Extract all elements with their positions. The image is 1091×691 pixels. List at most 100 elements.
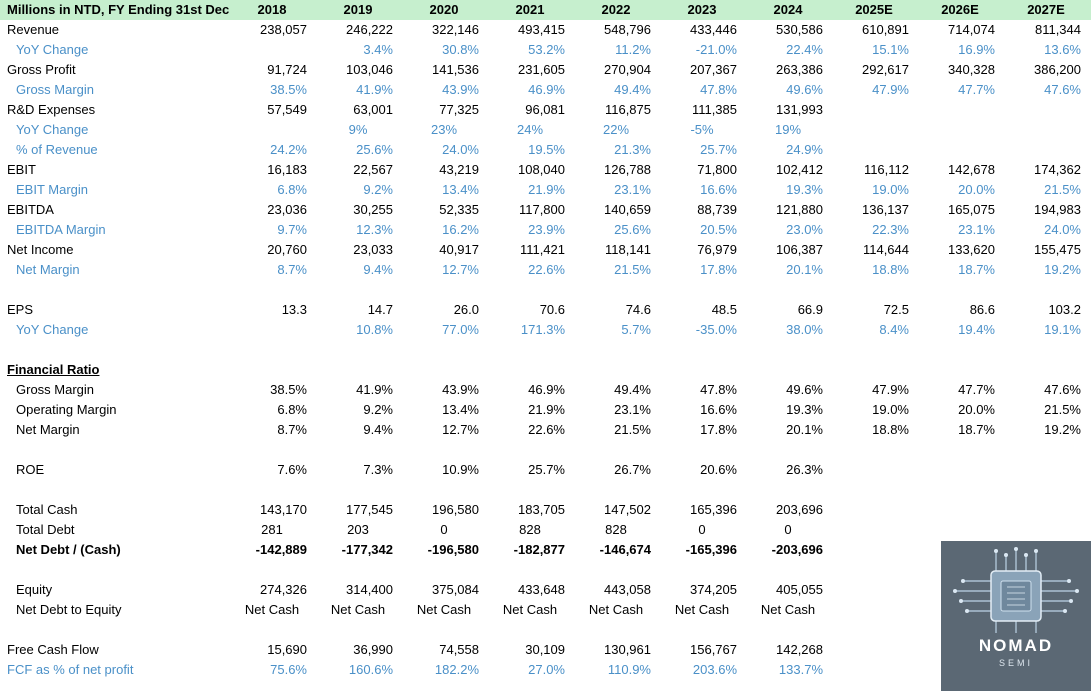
value-cell: 46.9% <box>528 382 565 397</box>
row-label: EBIT Margin <box>16 182 89 197</box>
value-cell: 19% <box>774 122 802 137</box>
value-cell: 274,326 <box>260 582 307 597</box>
year-header: 2018 <box>257 2 287 17</box>
value-cell: 20.0% <box>958 182 995 197</box>
value-cell: 19.2% <box>1044 262 1081 277</box>
value-cell: 96,081 <box>525 102 565 117</box>
value-cell: 174,362 <box>1034 162 1081 177</box>
value-cell: 121,880 <box>776 202 823 217</box>
value-cell: 26.7% <box>614 462 651 477</box>
value-cell: 530,586 <box>776 22 823 37</box>
value-cell: 88,739 <box>697 202 737 217</box>
value-cell: 26.3% <box>786 462 823 477</box>
value-cell: 47.9% <box>872 382 909 397</box>
value-cell: 12.7% <box>442 422 479 437</box>
row-net-margin: Net Margin 8.7% 9.4% 12.7% 22.6% 21.5% 17.8% 20… <box>0 420 1091 440</box>
value-cell: 0 <box>784 522 792 537</box>
value-cell: 156,767 <box>690 642 737 657</box>
value-cell: 548,796 <box>604 22 651 37</box>
spacer-row <box>0 480 1091 500</box>
value-cell: Net Cash <box>416 602 472 617</box>
row-label: Net Margin <box>16 422 80 437</box>
value-cell: 75.6% <box>270 662 307 677</box>
value-cell: 9.2% <box>363 182 393 197</box>
value-cell: 66.9 <box>797 302 823 317</box>
value-cell: 17.8% <box>700 262 737 277</box>
header-label: Millions in NTD, FY Ending 31st Dec <box>7 2 230 17</box>
value-cell: 116,875 <box>604 102 651 117</box>
value-cell: 10.8% <box>356 322 393 337</box>
value-cell: 30,109 <box>525 642 565 657</box>
row-label: Operating Margin <box>16 402 117 417</box>
row-ebitda: EBITDA 23,036 30,255 52,335 117,800 140,659 88… <box>0 200 1091 220</box>
row-label: EBITDA <box>7 202 54 217</box>
value-cell: 21.5% <box>614 422 651 437</box>
value-cell: -35.0% <box>695 322 737 337</box>
value-cell: 136,137 <box>862 202 909 217</box>
value-cell: 13.4% <box>442 402 479 417</box>
value-cell: 30.8% <box>442 42 479 57</box>
row-label: Revenue <box>7 22 60 37</box>
value-cell: 22.4% <box>786 42 823 57</box>
row-eps: EPS 13.3 14.7 26.0 70.6 74.6 48.5 66.9 72.5 86.6 1… <box>0 300 1091 320</box>
value-cell: 47.7% <box>958 82 995 97</box>
row-gross-margin: Gross Margin 38.5% 41.9% 43.9% 46.9% 49.4% 47.… <box>0 80 1091 100</box>
value-cell: 0 <box>698 522 706 537</box>
row-free-cash-flow: Free Cash Flow 15,690 36,990 74,558 30,109 13… <box>0 640 1091 660</box>
value-cell: 48.5 <box>711 302 737 317</box>
value-cell: 17.8% <box>700 422 737 437</box>
value-cell: 15,690 <box>267 642 307 657</box>
value-cell: -5% <box>690 122 714 137</box>
value-cell: -182,877 <box>513 542 565 557</box>
value-cell: 21.9% <box>528 402 565 417</box>
row-total-debt: Total Debt 281 203 0 828 828 0 0 <box>0 520 1091 540</box>
value-cell: 183,705 <box>518 502 565 517</box>
logo-subtitle: SEMI <box>998 658 1033 668</box>
value-cell: 160.6% <box>348 662 393 677</box>
value-cell: 22,567 <box>353 162 393 177</box>
value-cell: 22.6% <box>528 422 565 437</box>
value-cell: 340,328 <box>948 62 995 77</box>
value-cell: 18.7% <box>958 422 995 437</box>
value-cell: 443,058 <box>604 582 651 597</box>
row-of-revenue: % of Revenue 24.2% 25.6% 24.0% 19.5% 21.3% 25.… <box>0 140 1091 160</box>
value-cell: 20,760 <box>267 242 307 257</box>
value-cell: 91,724 <box>267 62 307 77</box>
year-header: 2019 <box>343 2 373 17</box>
value-cell: 16.6% <box>700 182 737 197</box>
value-cell: 38.5% <box>270 82 307 97</box>
value-cell: 405,055 <box>776 582 823 597</box>
row-net-income: Net Income 20,760 23,033 40,917 111,421 118,1… <box>0 240 1091 260</box>
value-cell: 231,605 <box>518 62 565 77</box>
value-cell: 10.9% <box>442 462 479 477</box>
spacer-row <box>0 440 1091 460</box>
value-cell: 828 <box>519 522 541 537</box>
value-cell: 86.6 <box>969 302 995 317</box>
row-label: Equity <box>16 582 53 597</box>
value-cell: -203,696 <box>771 542 823 557</box>
row-label: FCF as % of net profit <box>7 662 134 677</box>
value-cell: -196,580 <box>427 542 479 557</box>
value-cell: 13.3 <box>281 302 307 317</box>
value-cell: 171.3% <box>520 322 565 337</box>
value-cell: 102,412 <box>776 162 823 177</box>
value-cell: 386,200 <box>1034 62 1081 77</box>
value-cell: 18.7% <box>958 262 995 277</box>
value-cell: 24.2% <box>270 142 307 157</box>
value-cell: 142,678 <box>948 162 995 177</box>
value-cell: 25.6% <box>614 222 651 237</box>
row-operating-margin: Operating Margin 6.8% 9.2% 13.4% 21.9% 23.1% 1… <box>0 400 1091 420</box>
value-cell: 20.0% <box>958 402 995 417</box>
value-cell: 24.0% <box>1044 222 1081 237</box>
value-cell: 47.7% <box>958 382 995 397</box>
value-cell: 74,558 <box>439 642 479 657</box>
value-cell: 47.6% <box>1044 82 1081 97</box>
value-cell: 8.7% <box>277 262 307 277</box>
row-label: EBIT <box>7 162 36 177</box>
value-cell: 182.2% <box>434 662 479 677</box>
value-cell: -177,342 <box>341 542 393 557</box>
row-label: YoY Change <box>16 42 89 57</box>
row-label: Total Cash <box>16 502 78 517</box>
value-cell: 49.4% <box>614 382 651 397</box>
value-cell: Net Cash <box>760 602 816 617</box>
